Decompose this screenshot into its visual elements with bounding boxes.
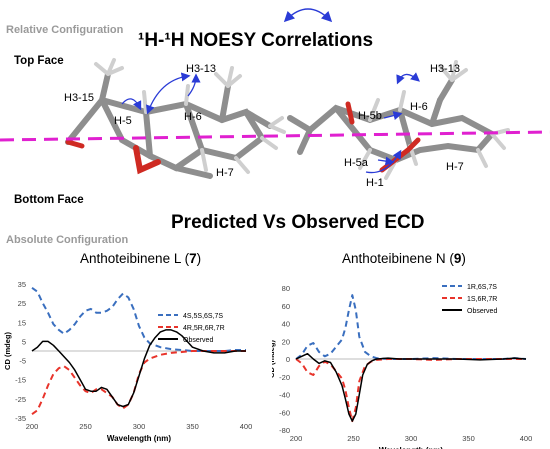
x-tick-label: 250 [79, 422, 92, 431]
label-h6-right: H-6 [410, 101, 428, 113]
x-tick-label: 300 [133, 422, 146, 431]
y-axis-label: CD (mdeg) [3, 332, 12, 370]
noesy-arrow-icon [283, 8, 333, 23]
x-tick-label: 400 [240, 422, 253, 431]
noesy-title: ¹H-¹H NOESY Correlations [138, 30, 374, 51]
y-tick-label: 35 [18, 280, 26, 289]
chart-title-right: Anthoteibinene N (9) [342, 251, 466, 266]
y-tick-label: 80 [282, 284, 290, 293]
legend-label: Observed [183, 337, 213, 344]
chart-title-right-prefix: Anthoteibinene N ( [342, 251, 454, 266]
chart-title-left: Anthoteibinene L (7) [80, 251, 201, 266]
x-tick-label: 200 [290, 434, 303, 443]
y-tick-label: 5 [22, 337, 26, 346]
y-tick-label: -35 [15, 414, 26, 423]
x-tick-label: 400 [520, 434, 533, 443]
x-axis-label: Wavelength (nm) [379, 446, 443, 449]
molecular-models-scene: H3-15 H3-13 H-5 H-6 H-7 H3-13 H-5b H-6 H… [0, 8, 550, 189]
legend-label: 1R,6S,7S [467, 284, 497, 291]
series-line-2 [295, 352, 527, 422]
legend-label: Observed [467, 308, 497, 315]
chart-title-right-number: 9 [453, 251, 462, 266]
legend-label: 1S,6R,7R [467, 296, 497, 303]
y-axis-label: CD (mdeg) [272, 340, 276, 378]
ecd-title: Predicted Vs Observed ECD [171, 212, 425, 233]
y-tick-label: -25 [15, 395, 26, 404]
y-tick-label: 15 [18, 318, 26, 327]
chart-title-right-suffix: ) [461, 251, 466, 266]
series-line-2 [31, 329, 246, 408]
face-plane-line [0, 130, 550, 142]
y-tick-label: 60 [282, 302, 290, 311]
legend-label: 4S,5S,6S,7S [183, 313, 223, 320]
y-tick-label: -15 [15, 376, 26, 385]
bottom-face-label: Bottom Face [14, 194, 84, 206]
label-h3-13-left: H3-13 [186, 63, 216, 75]
label-h3-15-left: H3-15 [64, 92, 94, 104]
ecd-chart-left: -35 -25 -15 -5 5 15 25 35 200 250 300 350 400 Wavelen… [3, 280, 253, 443]
y-tick-label: -40 [279, 391, 290, 400]
x-tick-label: 300 [405, 434, 418, 443]
legend-label: 4R,5R,6R,7R [183, 325, 225, 332]
left-molecule-model [65, 58, 286, 179]
y-tick-label: 0 [286, 355, 290, 364]
chart-title-left-suffix: ) [196, 251, 202, 266]
ecd-chart-right: -80 -60 -40 -20 0 20 40 60 80 200 250 300 350 400 Wave… [272, 284, 533, 449]
x-tick-label: 350 [462, 434, 475, 443]
series-line-0 [295, 294, 527, 360]
y-tick-label: 25 [18, 299, 26, 308]
series-line-0 [31, 286, 246, 352]
y-tick-label: -20 [279, 373, 290, 382]
top-face-label: Top Face [14, 55, 64, 67]
chart-title-left-prefix: Anthoteibinene L ( [80, 251, 190, 266]
label-h5a-right: H-5a [344, 157, 369, 169]
relative-configuration-label: Relative Configuration [6, 24, 124, 36]
y-tick-label: 20 [282, 337, 290, 346]
x-tick-label: 350 [186, 422, 199, 431]
label-h3-13-right: H3-13 [430, 63, 460, 75]
absolute-configuration-label: Absolute Configuration [6, 234, 129, 246]
label-h7-left: H-7 [216, 167, 234, 179]
x-tick-label: 200 [26, 422, 39, 431]
x-tick-label: 250 [347, 434, 360, 443]
series-line-1 [295, 358, 526, 423]
y-tick-label: 40 [282, 320, 290, 329]
y-tick-label: -60 [279, 408, 290, 417]
label-h5b-right: H-5b [358, 110, 382, 122]
x-axis-label: Wavelength (nm) [107, 434, 171, 443]
y-tick-label: -5 [19, 357, 26, 366]
label-h1-right: H-1 [366, 177, 384, 189]
label-h5-left: H-5 [114, 115, 132, 127]
y-tick-label: -80 [279, 426, 290, 435]
label-h6-left: H-6 [184, 111, 202, 123]
label-h7-right: H-7 [446, 161, 464, 173]
series-line-1 [31, 350, 246, 416]
chart-title-left-number: 7 [189, 251, 197, 266]
